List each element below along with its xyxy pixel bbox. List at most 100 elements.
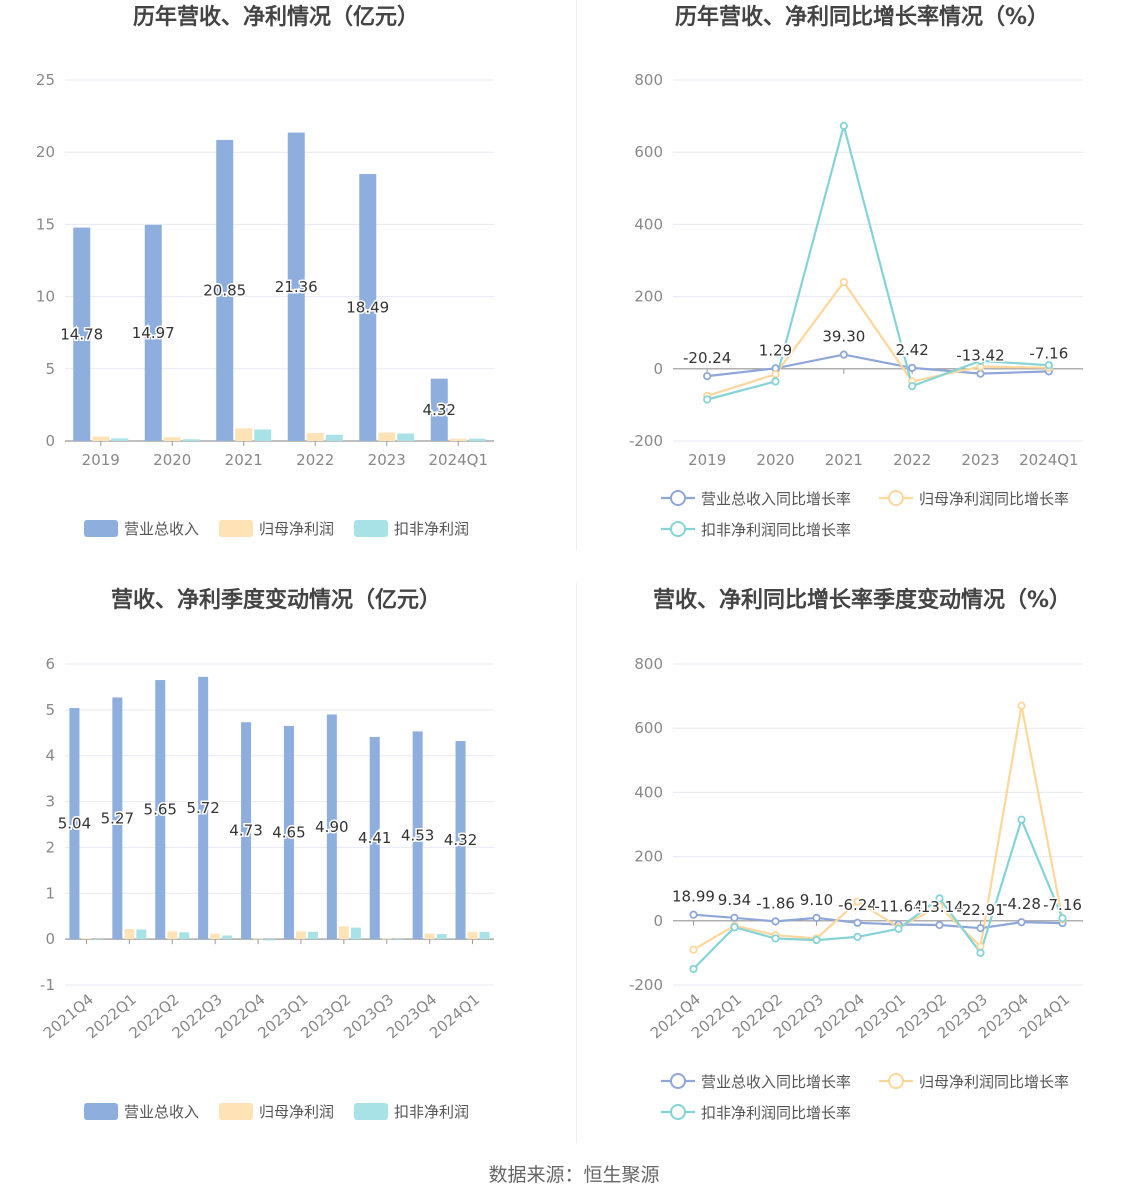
bar-profit: [81, 938, 92, 940]
bar-deduct: [307, 931, 318, 940]
chart-title: 营收、净利季度变动情况（亿元）: [111, 587, 441, 613]
data-label: 5.27: [101, 809, 134, 827]
data-point: [976, 924, 985, 933]
data-point: [853, 932, 862, 941]
bar-profit: [295, 931, 306, 940]
legend-item-deduct: 扣非净利润同比增长率: [661, 521, 851, 539]
y-tick-label: 600: [634, 719, 663, 737]
x-tick-label: 2020: [756, 451, 794, 469]
bar-profit: [92, 436, 110, 441]
data-label: 18.99: [672, 888, 715, 906]
data-label: -1.86: [756, 894, 795, 912]
bar-deduct: [179, 932, 190, 940]
data-label: 1.29: [759, 341, 792, 359]
data-point: [839, 121, 848, 130]
data-point: [853, 897, 862, 906]
legend-label: 营业总收入: [124, 1103, 199, 1121]
legend-label: 归母净利润同比增长率: [919, 490, 1069, 508]
data-point: [1017, 815, 1026, 824]
bar-deduct: [479, 931, 490, 940]
data-point: [935, 894, 944, 903]
y-tick-label: 1: [45, 884, 55, 902]
y-tick-label: 5: [45, 360, 55, 378]
data-label: 14.97: [132, 324, 175, 342]
legend-item-deduct: 扣非净利润: [354, 1103, 469, 1121]
legend-label: 营业总收入: [124, 520, 199, 538]
bar-revenue: [412, 731, 423, 940]
legend-item-deduct: 扣非净利润同比增长率: [661, 1104, 851, 1122]
bar-profit: [424, 933, 435, 940]
bar-deduct: [393, 939, 404, 940]
data-point: [689, 964, 698, 974]
series-line-revenue: [707, 353, 1049, 378]
y-tick-label: 2: [45, 838, 55, 856]
y-tick-label: 4: [45, 747, 55, 765]
data-label: 9.10: [800, 891, 833, 909]
annual-revenue-profit-chart: 历年营收、净利情况（亿元） 0 5 10 15 20 25 2019 2020 2021 2022 2…: [0, 0, 577, 560]
data-point: [976, 356, 985, 365]
data-point: [771, 934, 780, 943]
legend-marker: [888, 490, 904, 506]
data-label: -13.42: [956, 347, 1004, 365]
legend-label: 营业总收入同比增长率: [701, 490, 851, 508]
legend-item-deduct: 扣非净利润: [354, 520, 469, 538]
x-tick-label: 2024Q1: [1019, 451, 1079, 469]
x-tick-label: 2023: [368, 451, 406, 469]
legend-label: 归母净利润同比增长率: [919, 1073, 1069, 1091]
x-tick-label: 2019: [82, 451, 120, 469]
y-tick-label: -1: [40, 976, 55, 994]
legend-marker: [670, 1104, 686, 1120]
data-point: [689, 945, 698, 954]
y-tick-label: 600: [634, 143, 663, 161]
series-line-deduct: [692, 816, 1064, 970]
bar-profit: [124, 929, 135, 940]
bar-revenue: [359, 174, 377, 441]
bar-deduct: [254, 429, 272, 441]
data-point: [703, 395, 712, 404]
chart-svg: 营收、净利季度变动情况（亿元）-101234562021Q42022Q12022…: [40, 587, 494, 1121]
x-tick-label: 2021: [825, 451, 863, 469]
data-label: 4.65: [272, 824, 305, 842]
series-line-revenue: [693, 913, 1063, 930]
bar-revenue: [69, 708, 80, 940]
y-tick-label: 6: [45, 655, 55, 673]
bar-profit: [381, 938, 392, 940]
data-point: [771, 917, 780, 926]
data-point: [839, 278, 848, 287]
y-tick-label: 10: [36, 288, 55, 306]
legend-marker: [670, 1073, 686, 1089]
x-tick-label: 2019: [688, 451, 726, 469]
series-line-profit: [706, 280, 1049, 397]
legend-item-revenue: 营业总收入: [84, 520, 199, 538]
legend-item-profit: 归母净利润: [219, 520, 334, 538]
data-label: 5.04: [58, 815, 91, 833]
data-label: -22.91: [956, 901, 1004, 919]
bar-profit: [167, 931, 178, 940]
y-tick-label: 0: [45, 432, 55, 450]
bar-profit: [253, 938, 264, 940]
data-label: 5.65: [144, 801, 177, 819]
bar-deduct: [182, 439, 200, 441]
y-tick-label: 25: [36, 71, 55, 89]
bar-deduct: [397, 433, 415, 441]
bar-profit: [210, 933, 221, 940]
bar-revenue: [326, 714, 337, 940]
legend-item-profit: 归母净利润同比增长率: [879, 490, 1069, 508]
data-label: -20.24: [683, 349, 731, 367]
bar-revenue: [241, 722, 252, 940]
y-tick-label: 200: [634, 288, 663, 306]
y-tick-label: -200: [629, 976, 663, 994]
x-tick-label: 2023: [961, 451, 999, 469]
data-label: 20.85: [203, 281, 246, 299]
data-label: 4.32: [423, 401, 456, 419]
legend-label: 扣非净利润同比增长率: [701, 521, 851, 539]
chart-title: 营收、净利同比增长率季度变动情况（%）: [653, 587, 1071, 613]
data-point: [935, 902, 944, 911]
x-tick-label: 2022: [296, 451, 334, 469]
legend-label: 扣非净利润: [394, 520, 469, 538]
legend-item-revenue: 营业总收入: [84, 1103, 199, 1121]
bar-revenue: [430, 378, 448, 441]
legend-swatch: [219, 520, 253, 537]
legend-swatch: [354, 1103, 388, 1120]
bar-deduct: [468, 438, 486, 441]
